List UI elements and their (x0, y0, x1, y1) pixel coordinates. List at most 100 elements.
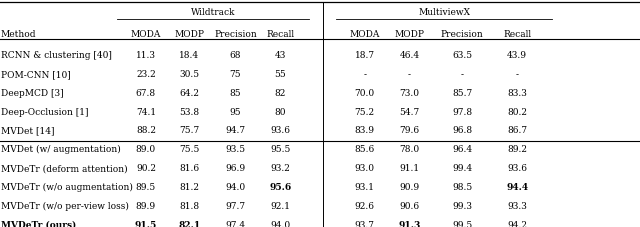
Text: 73.0: 73.0 (399, 89, 420, 98)
Text: 94.7: 94.7 (225, 126, 246, 136)
Text: 94.4: 94.4 (506, 183, 528, 192)
Text: -: - (516, 70, 518, 79)
Text: 97.4: 97.4 (225, 221, 246, 227)
Text: RCNN & clustering [40]: RCNN & clustering [40] (1, 51, 111, 60)
Text: 79.6: 79.6 (399, 126, 420, 136)
Text: 82.1: 82.1 (179, 221, 200, 227)
Text: Precision: Precision (214, 30, 257, 39)
Text: 80: 80 (275, 108, 286, 117)
Text: 89.2: 89.2 (507, 145, 527, 154)
Text: 53.8: 53.8 (179, 108, 200, 117)
Text: 90.2: 90.2 (136, 164, 156, 173)
Text: POM-CNN [10]: POM-CNN [10] (1, 70, 70, 79)
Text: MODA: MODA (349, 30, 380, 39)
Text: 75.2: 75.2 (355, 108, 375, 117)
Text: 93.5: 93.5 (225, 145, 246, 154)
Text: 18.4: 18.4 (179, 51, 200, 60)
Text: 95: 95 (230, 108, 241, 117)
Text: 64.2: 64.2 (179, 89, 200, 98)
Text: -: - (461, 70, 463, 79)
Text: 78.0: 78.0 (399, 145, 420, 154)
Text: 55: 55 (275, 70, 286, 79)
Text: 91.1: 91.1 (399, 164, 420, 173)
Text: 81.2: 81.2 (179, 183, 200, 192)
Text: 93.0: 93.0 (355, 164, 375, 173)
Text: 18.7: 18.7 (355, 51, 375, 60)
Text: -: - (364, 70, 366, 79)
Text: 97.8: 97.8 (452, 108, 472, 117)
Text: 95.5: 95.5 (270, 145, 291, 154)
Text: 81.8: 81.8 (179, 202, 200, 211)
Text: 98.5: 98.5 (452, 183, 472, 192)
Text: 75.7: 75.7 (179, 126, 200, 136)
Text: 96.9: 96.9 (225, 164, 246, 173)
Text: MultiviewX: MultiviewX (418, 8, 470, 17)
Text: 75: 75 (230, 70, 241, 79)
Text: 81.6: 81.6 (179, 164, 200, 173)
Text: 90.9: 90.9 (399, 183, 420, 192)
Text: 93.2: 93.2 (270, 164, 291, 173)
Text: 85.7: 85.7 (452, 89, 472, 98)
Text: 11.3: 11.3 (136, 51, 156, 60)
Text: Method: Method (1, 30, 36, 39)
Text: MVDeTr (w/o per-view loss): MVDeTr (w/o per-view loss) (1, 202, 129, 211)
Text: 75.5: 75.5 (179, 145, 200, 154)
Text: 99.4: 99.4 (452, 164, 472, 173)
Text: Precision: Precision (441, 30, 483, 39)
Text: 88.2: 88.2 (136, 126, 156, 136)
Text: MODA: MODA (131, 30, 161, 39)
Text: 82: 82 (275, 89, 286, 98)
Text: 93.7: 93.7 (355, 221, 375, 227)
Text: 80.2: 80.2 (507, 108, 527, 117)
Text: 99.3: 99.3 (452, 202, 472, 211)
Text: 93.1: 93.1 (355, 183, 375, 192)
Text: 89.5: 89.5 (136, 183, 156, 192)
Text: Wildtrack: Wildtrack (191, 8, 236, 17)
Text: 43: 43 (275, 51, 286, 60)
Text: 83.3: 83.3 (507, 89, 527, 98)
Text: MODP: MODP (175, 30, 204, 39)
Text: Deep-Occlusion [1]: Deep-Occlusion [1] (1, 108, 88, 117)
Text: 85: 85 (230, 89, 241, 98)
Text: 70.0: 70.0 (355, 89, 375, 98)
Text: 93.6: 93.6 (270, 126, 291, 136)
Text: 89.0: 89.0 (136, 145, 156, 154)
Text: 83.9: 83.9 (355, 126, 375, 136)
Text: MVDeTr (ours): MVDeTr (ours) (1, 221, 76, 227)
Text: MODP: MODP (395, 30, 424, 39)
Text: 91.3: 91.3 (399, 221, 420, 227)
Text: 96.8: 96.8 (452, 126, 472, 136)
Text: 95.6: 95.6 (269, 183, 291, 192)
Text: 94.2: 94.2 (507, 221, 527, 227)
Text: 63.5: 63.5 (452, 51, 472, 60)
Text: 90.6: 90.6 (399, 202, 420, 211)
Text: 68: 68 (230, 51, 241, 60)
Text: 97.7: 97.7 (225, 202, 246, 211)
Text: 23.2: 23.2 (136, 70, 156, 79)
Text: 92.6: 92.6 (355, 202, 375, 211)
Text: 89.9: 89.9 (136, 202, 156, 211)
Text: DeepMCD [3]: DeepMCD [3] (1, 89, 63, 98)
Text: 46.4: 46.4 (399, 51, 420, 60)
Text: 30.5: 30.5 (179, 70, 200, 79)
Text: 86.7: 86.7 (507, 126, 527, 136)
Text: 94.0: 94.0 (225, 183, 246, 192)
Text: MVDeTr (deform attention): MVDeTr (deform attention) (1, 164, 127, 173)
Text: 93.6: 93.6 (507, 164, 527, 173)
Text: Recall: Recall (266, 30, 294, 39)
Text: 96.4: 96.4 (452, 145, 472, 154)
Text: -: - (408, 70, 411, 79)
Text: MVDet [14]: MVDet [14] (1, 126, 54, 136)
Text: 93.3: 93.3 (507, 202, 527, 211)
Text: 54.7: 54.7 (399, 108, 420, 117)
Text: MVDeTr (w/o augmentation): MVDeTr (w/o augmentation) (1, 183, 132, 192)
Text: 91.5: 91.5 (135, 221, 157, 227)
Text: 94.0: 94.0 (270, 221, 291, 227)
Text: MVDet (w/ augmentation): MVDet (w/ augmentation) (1, 145, 120, 154)
Text: 99.5: 99.5 (452, 221, 472, 227)
Text: 74.1: 74.1 (136, 108, 156, 117)
Text: 67.8: 67.8 (136, 89, 156, 98)
Text: 85.6: 85.6 (355, 145, 375, 154)
Text: Recall: Recall (503, 30, 531, 39)
Text: 92.1: 92.1 (270, 202, 291, 211)
